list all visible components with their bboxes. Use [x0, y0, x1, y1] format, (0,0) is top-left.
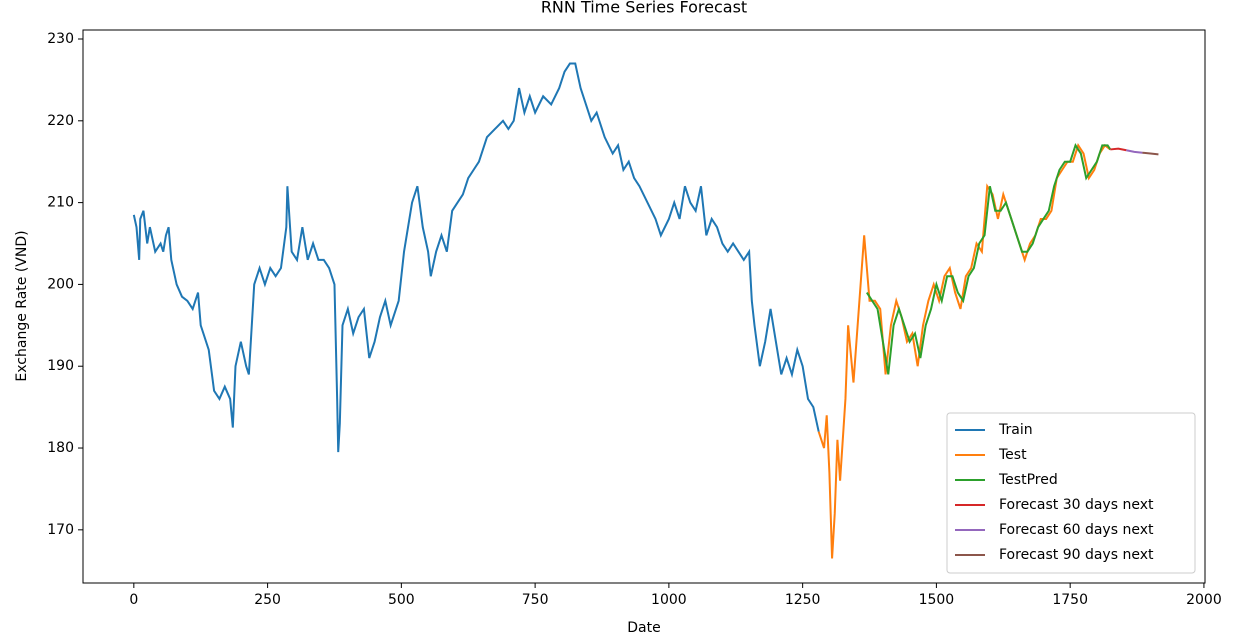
x-tick-label: 1000: [651, 592, 687, 608]
plot-frame: [82, 29, 1206, 584]
series-line: [1142, 151, 1159, 156]
chart-title: RNN Time Series Forecast: [541, 0, 747, 17]
series-line: [866, 143, 1112, 375]
x-tick-label: 500: [388, 592, 415, 608]
series-line: [132, 62, 820, 453]
x-tick-label: 0: [129, 592, 138, 608]
y-tick-label: 220: [47, 113, 74, 129]
series-line: [1110, 147, 1127, 152]
legend-label: Forecast 30 days next: [999, 497, 1154, 513]
y-tick-label: 180: [47, 440, 74, 456]
x-tick-label: 1250: [785, 592, 821, 608]
x-tick-label: 750: [522, 592, 549, 608]
legend-label: TestPred: [998, 472, 1058, 488]
legend-label: Test: [998, 447, 1027, 463]
x-tick-label: 1500: [919, 592, 955, 608]
y-tick-label: 200: [47, 276, 74, 292]
y-tick-label: 210: [47, 195, 74, 211]
series-line: [1126, 149, 1143, 154]
x-tick-label: 1750: [1052, 592, 1088, 608]
y-axis-label: Exchange Rate (VND): [14, 230, 30, 381]
legend-box: [946, 412, 1196, 574]
x-tick-label: 250: [254, 592, 281, 608]
legend-label: Forecast 90 days next: [999, 547, 1154, 563]
legend-label: Forecast 60 days next: [999, 522, 1154, 538]
y-tick-label: 230: [47, 31, 74, 47]
y-tick-label: 190: [47, 358, 74, 374]
x-axis-label: Date: [627, 620, 660, 636]
y-tick-label: 170: [47, 522, 74, 538]
x-tick-label: 2000: [1186, 592, 1222, 608]
legend-label: Train: [998, 422, 1033, 438]
